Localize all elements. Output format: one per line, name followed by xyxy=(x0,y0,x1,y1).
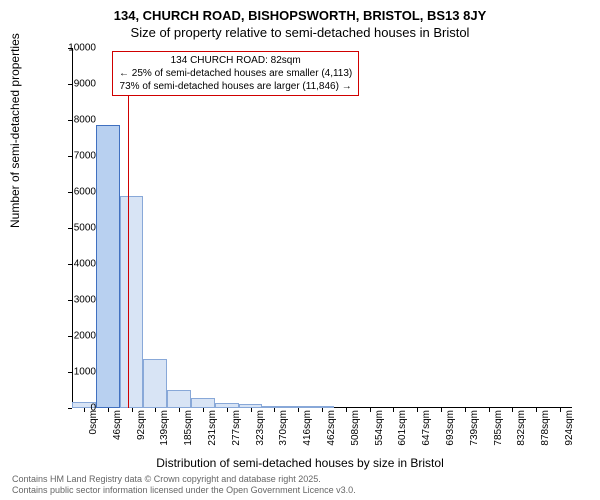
histogram-bar xyxy=(167,390,191,408)
y-tick-label: 6000 xyxy=(56,187,96,198)
x-tick-mark xyxy=(298,408,299,412)
footer-line-2: Contains public sector information licen… xyxy=(12,485,356,496)
x-tick-label: 924sqm xyxy=(564,410,575,446)
x-tick-label: 46sqm xyxy=(112,410,123,440)
chart-plot-area: 0sqm46sqm92sqm139sqm185sqm231sqm277sqm32… xyxy=(72,48,572,408)
histogram-bar xyxy=(215,403,239,408)
x-tick-label: 832sqm xyxy=(516,410,527,446)
y-tick-label: 3000 xyxy=(56,295,96,306)
histogram-bar xyxy=(310,406,334,408)
x-tick-label: 693sqm xyxy=(445,410,456,446)
histogram-bar xyxy=(286,406,310,408)
x-tick-mark xyxy=(560,408,561,412)
x-axis-label: Distribution of semi-detached houses by … xyxy=(0,456,600,470)
x-tick-label: 231sqm xyxy=(207,410,218,446)
x-tick-mark xyxy=(489,408,490,412)
x-tick-mark xyxy=(108,408,109,412)
annotation-callout: 134 CHURCH ROAD: 82sqm← 25% of semi-deta… xyxy=(112,51,359,96)
x-tick-mark xyxy=(274,408,275,412)
chart-title-sub: Size of property relative to semi-detach… xyxy=(0,23,600,44)
x-tick-label: 0sqm xyxy=(88,410,99,434)
x-tick-label: 185sqm xyxy=(183,410,194,446)
histogram-bar xyxy=(262,406,286,408)
y-tick-label: 4000 xyxy=(56,259,96,270)
x-tick-label: 878sqm xyxy=(540,410,551,446)
x-tick-label: 508sqm xyxy=(350,410,361,446)
annotation-line-1: 134 CHURCH ROAD: 82sqm xyxy=(119,54,352,67)
x-tick-mark xyxy=(370,408,371,412)
y-tick-label: 8000 xyxy=(56,115,96,126)
x-tick-label: 462sqm xyxy=(326,410,337,446)
histogram-bar xyxy=(120,196,144,408)
chart-title-main: 134, CHURCH ROAD, BISHOPSWORTH, BRISTOL,… xyxy=(0,0,600,23)
x-tick-label: 647sqm xyxy=(421,410,432,446)
histogram-bar xyxy=(239,404,263,408)
footer-attribution: Contains HM Land Registry data © Crown c… xyxy=(12,474,356,496)
x-tick-mark xyxy=(393,408,394,412)
y-tick-label: 2000 xyxy=(56,331,96,342)
y-tick-label: 0 xyxy=(56,403,96,414)
histogram-bar xyxy=(96,125,120,408)
x-tick-mark xyxy=(251,408,252,412)
y-tick-label: 5000 xyxy=(56,223,96,234)
x-tick-mark xyxy=(346,408,347,412)
x-tick-label: 785sqm xyxy=(493,410,504,446)
reference-line xyxy=(128,51,129,408)
x-tick-mark xyxy=(155,408,156,412)
x-tick-mark xyxy=(132,408,133,412)
x-tick-mark xyxy=(322,408,323,412)
annotation-line-2: ← 25% of semi-detached houses are smalle… xyxy=(119,67,352,80)
x-tick-label: 277sqm xyxy=(231,410,242,446)
x-tick-mark xyxy=(179,408,180,412)
x-tick-mark xyxy=(227,408,228,412)
y-tick-label: 10000 xyxy=(56,43,96,54)
footer-line-1: Contains HM Land Registry data © Crown c… xyxy=(12,474,356,485)
y-tick-label: 9000 xyxy=(56,79,96,90)
x-tick-mark xyxy=(441,408,442,412)
y-axis-label: Number of semi-detached properties xyxy=(8,33,22,228)
x-tick-mark xyxy=(417,408,418,412)
x-tick-label: 554sqm xyxy=(374,410,385,446)
x-tick-label: 416sqm xyxy=(302,410,313,446)
x-tick-label: 323sqm xyxy=(255,410,266,446)
annotation-line-3: 73% of semi-detached houses are larger (… xyxy=(119,80,352,93)
x-tick-mark xyxy=(465,408,466,412)
x-tick-mark xyxy=(536,408,537,412)
histogram-bar xyxy=(143,359,167,408)
x-tick-label: 601sqm xyxy=(397,410,408,446)
x-tick-label: 92sqm xyxy=(136,410,147,440)
x-tick-mark xyxy=(203,408,204,412)
plot-frame xyxy=(72,48,572,408)
y-tick-label: 7000 xyxy=(56,151,96,162)
x-tick-mark xyxy=(512,408,513,412)
x-tick-label: 139sqm xyxy=(159,410,170,446)
x-tick-label: 739sqm xyxy=(469,410,480,446)
x-tick-label: 370sqm xyxy=(278,410,289,446)
histogram-bar xyxy=(191,398,215,408)
y-tick-label: 1000 xyxy=(56,367,96,378)
